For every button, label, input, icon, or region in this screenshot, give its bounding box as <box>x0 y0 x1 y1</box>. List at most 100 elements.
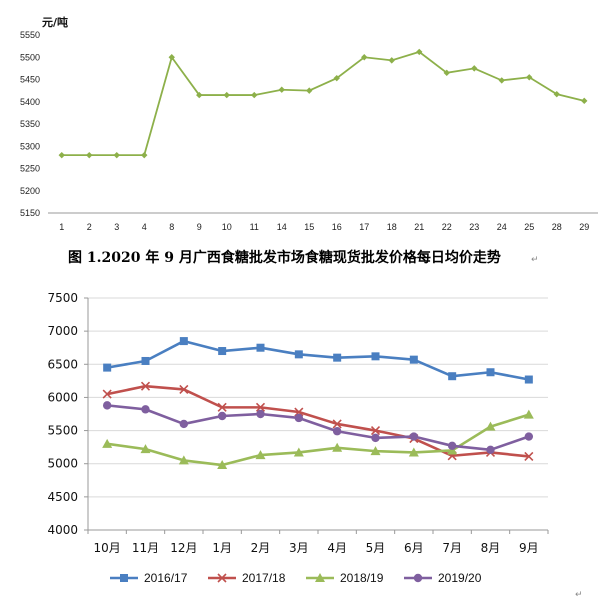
chart-1-y-tick: 5150 <box>20 208 40 218</box>
chart-2-point <box>102 389 112 399</box>
legend-label: 2019/20 <box>438 571 482 585</box>
chart-2-point-stroke-b <box>102 389 112 399</box>
chart-2-point <box>179 337 188 346</box>
chart-2-point <box>217 411 227 421</box>
chart-1-daily-price: 元/吨 5150 5200 5250 5300 5350 5400 5450 5500 5550… <box>20 15 598 232</box>
chart-1-x-tick: 18 <box>387 222 397 232</box>
figure-caption: 图 1.2020 年 9 月广西食糖批发市场食糖现货批发价格每日均价走势 <box>68 249 501 266</box>
chart-1-x-tick: 22 <box>442 222 452 232</box>
chart-2-point-stroke-b <box>524 451 534 461</box>
chart-1-point <box>168 54 175 61</box>
chart-2-series-line <box>106 339 530 381</box>
legend-label: 2017/18 <box>242 571 286 585</box>
chart-2-x-tick: 12月 <box>170 541 197 555</box>
chart-2-point <box>178 455 189 465</box>
chart-2-point <box>256 343 265 352</box>
chart-2-point <box>141 405 150 414</box>
chart-2-point <box>409 432 419 441</box>
chart-1-point <box>388 57 395 64</box>
chart-2-series-0 <box>103 337 533 384</box>
chart-2-point <box>293 447 304 457</box>
chart-2-x-tick: 5月 <box>366 541 386 555</box>
chart-2-point <box>255 450 266 460</box>
chart-1-x-tick: 4 <box>142 222 147 232</box>
chart-2-y-tick: 6000 <box>47 390 78 404</box>
chart-2-point <box>486 368 495 377</box>
chart-2-point <box>140 444 151 454</box>
chart-1-y-tick: 5250 <box>20 164 40 174</box>
chart-1-y-tick: 5450 <box>20 75 40 85</box>
chart-2-point <box>371 352 380 361</box>
chart-1-point <box>443 69 450 77</box>
chart-2-point <box>332 442 343 452</box>
chart-1-x-tick: 9 <box>197 222 202 232</box>
chart-2-y-tick: 5500 <box>47 424 78 438</box>
chart-2-point <box>447 441 457 451</box>
return-mark-2: ↵ <box>575 590 583 599</box>
chart-1-x-tick: 29 <box>579 222 589 232</box>
chart-2-point <box>255 402 266 412</box>
chart-2-point <box>371 433 380 443</box>
chart-1-y-tick: 5200 <box>20 186 40 196</box>
chart-2-point-stroke-b <box>370 426 381 436</box>
chart-2-point <box>524 432 534 441</box>
legend-item-0: 2016/17 <box>110 571 188 585</box>
chart-2-point <box>179 384 189 395</box>
chart-2-point <box>486 445 495 454</box>
chart-1-x-tick: 28 <box>552 222 562 232</box>
chart-1-point <box>306 87 313 94</box>
chart-1-point <box>361 54 368 61</box>
chart-1-point <box>498 77 505 84</box>
chart-1-y-tick: 5400 <box>20 97 40 107</box>
chart-2-point <box>294 350 303 359</box>
chart-2-point <box>294 407 304 417</box>
legend-swatch-marker <box>413 573 423 583</box>
chart-1-x-tick: 11 <box>250 222 259 232</box>
chart-2-point <box>332 427 342 436</box>
chart-1-x-tick: 14 <box>277 222 287 232</box>
chart-2-point-stroke-b <box>179 384 189 395</box>
chart-2-seasonal-price: 4000 4500 5000 5500 6000 6500 7000 7500 10月 11月 1… <box>47 291 549 585</box>
chart-2-point <box>141 356 150 365</box>
chart-2-point-stroke-b <box>217 402 227 412</box>
legend-item-1: 2017/18 <box>208 571 286 585</box>
chart-2-y-tick: 5000 <box>47 457 78 471</box>
chart-2-x-tick: 4月 <box>327 541 347 555</box>
chart-1-point <box>58 151 65 159</box>
chart-1-x-tick: 1 <box>59 222 64 232</box>
chart-1-x-tick: 23 <box>469 222 479 232</box>
chart-2-point <box>524 451 534 461</box>
chart-1-x-tick: 10 <box>222 222 232 232</box>
legend-swatch-marker <box>217 573 227 583</box>
chart-2-point <box>332 419 342 429</box>
chart-1-point <box>113 151 120 159</box>
chart-2-x-tick: 10月 <box>94 541 121 555</box>
chart-2-point <box>485 421 496 431</box>
chart-2-point <box>294 413 304 423</box>
chart-2-point <box>523 409 534 419</box>
chart-2-x-tick: 11月 <box>132 541 159 555</box>
chart-2-y-tick: 4000 <box>47 523 78 537</box>
chart-1-y-tick: 5500 <box>20 52 40 62</box>
chart-1-x-tick: 24 <box>497 222 507 232</box>
chart-2-point <box>408 447 419 457</box>
chart-2-y-tick: 7000 <box>47 324 78 338</box>
chart-2-x-tick: 7月 <box>442 541 462 555</box>
legend-item-3: 2019/20 <box>404 571 482 585</box>
chart-1-point <box>581 97 588 105</box>
chart-2-series-3 <box>102 401 534 454</box>
chart-2-x-tick: 3月 <box>289 541 309 555</box>
chart-1-x-tick: 2 <box>87 222 92 232</box>
chart-1-point <box>553 90 560 98</box>
chart-1-y-tick: 5550 <box>20 30 40 40</box>
chart-1-y-tick: 5350 <box>20 119 40 129</box>
chart-1-x-tick: 16 <box>332 222 342 232</box>
chart-2-point-stroke-b <box>294 407 304 417</box>
chart-2-series-line <box>106 413 530 467</box>
chart-1-x-tick: 15 <box>304 222 314 232</box>
legend-swatch-marker <box>120 574 128 582</box>
chart-2-y-tick: 7500 <box>47 291 78 305</box>
chart-2-point <box>103 363 112 372</box>
chart-2-x-tick: 8月 <box>481 541 501 555</box>
chart-2-point <box>217 460 228 470</box>
